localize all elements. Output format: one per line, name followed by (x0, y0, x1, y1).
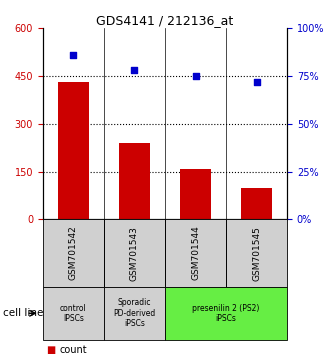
Text: control
IPSCs: control IPSCs (60, 304, 87, 323)
Text: GSM701542: GSM701542 (69, 226, 78, 280)
Text: Sporadic
PD-derived
iPSCs: Sporadic PD-derived iPSCs (113, 298, 156, 328)
Point (254, 79, 259, 85)
Text: GSM701545: GSM701545 (252, 225, 261, 281)
Bar (241, 188, 272, 219)
Bar (119, 143, 150, 219)
Text: cell line: cell line (3, 308, 44, 318)
Bar (104, 219, 165, 287)
Bar (43, 219, 104, 287)
Text: GSM701544: GSM701544 (191, 226, 200, 280)
Bar (180, 169, 211, 219)
Bar (165, 219, 226, 287)
Text: presenilin 2 (PS2)
iPSCs: presenilin 2 (PS2) iPSCs (192, 304, 260, 323)
Title: GDS4141 / 212136_at: GDS4141 / 212136_at (96, 14, 234, 27)
Text: GSM701543: GSM701543 (130, 225, 139, 281)
Point (71, 52, 76, 58)
Text: ■: ■ (46, 346, 55, 354)
Text: count: count (59, 346, 87, 354)
Point (132, 68, 137, 73)
Bar (58, 82, 89, 219)
Bar (104, 287, 165, 340)
Point (193, 73, 198, 79)
Bar (165, 287, 287, 340)
Bar (43, 287, 104, 340)
Bar (226, 219, 287, 287)
